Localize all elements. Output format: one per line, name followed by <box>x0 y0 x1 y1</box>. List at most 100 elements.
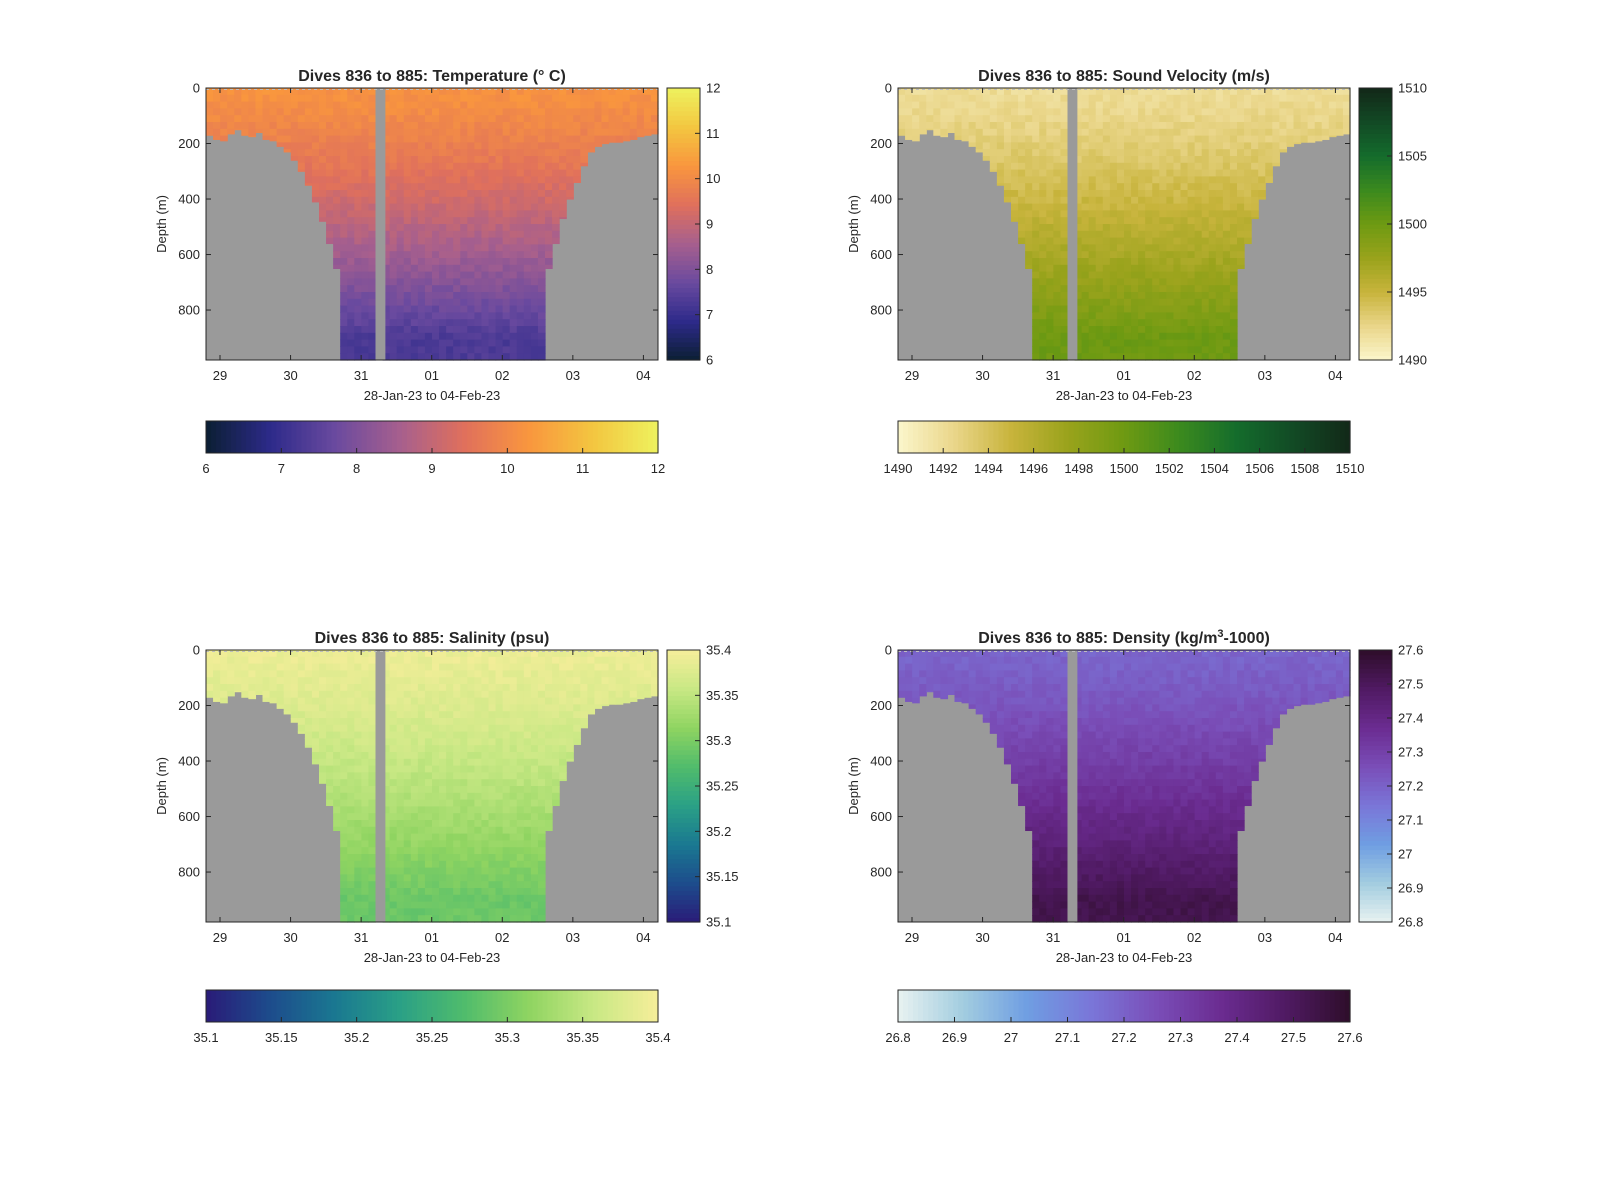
heatmap-cell <box>1265 149 1273 157</box>
heatmap-cell <box>403 867 412 875</box>
heatmap-cell <box>446 820 454 828</box>
heatmap-cell <box>996 128 1005 137</box>
heatmap-cell <box>1060 285 1069 293</box>
heatmap-cell <box>319 690 327 699</box>
heatmap-cell <box>340 305 348 313</box>
heatmap-cell <box>502 210 511 218</box>
heatmap-cell <box>319 670 327 678</box>
heatmap-cell <box>396 860 405 869</box>
heatmap-cell <box>220 656 228 665</box>
bottom-colorbar-segment <box>1329 421 1336 453</box>
heatmap-cell <box>1180 115 1189 123</box>
heatmap-cell <box>403 704 412 712</box>
heatmap-cell <box>481 237 490 245</box>
heatmap-cell <box>1244 237 1252 245</box>
heatmap-cell <box>559 94 567 103</box>
heatmap-cell <box>241 108 249 116</box>
heatmap-cell <box>488 298 497 307</box>
heatmap-cell <box>509 237 518 245</box>
heatmap-cell <box>220 670 228 678</box>
heatmap-cell <box>530 867 539 875</box>
heatmap-cell <box>474 156 483 164</box>
heatmap-cell <box>1159 149 1167 157</box>
heatmap-cell <box>1046 332 1054 341</box>
heatmap-cell <box>361 285 370 293</box>
heatmap-cell <box>1180 258 1189 266</box>
heatmap-cell <box>1088 285 1097 293</box>
heatmap-cell <box>530 149 539 157</box>
heatmap-cell <box>1215 353 1224 361</box>
heatmap-cell <box>1244 156 1252 164</box>
heatmap-cell <box>1138 149 1146 157</box>
heatmap-cell <box>1124 88 1132 96</box>
heatmap-cell <box>206 94 214 103</box>
heatmap-cell <box>1060 128 1069 137</box>
heatmap-cell <box>368 684 377 692</box>
heatmap-cell <box>382 813 391 821</box>
heatmap-cell <box>1215 162 1224 171</box>
heatmap-cell <box>502 271 511 279</box>
heatmap-cell <box>354 752 362 760</box>
heatmap-cell <box>502 176 511 184</box>
heatmap-cell <box>1124 298 1132 307</box>
heatmap-cell <box>1074 278 1083 286</box>
heatmap-cell <box>1159 251 1167 259</box>
heatmap-cell <box>481 860 490 869</box>
heatmap-cell <box>1088 94 1097 103</box>
side-colorbar-segment <box>667 305 700 311</box>
heatmap-cell <box>453 94 461 103</box>
heatmap-cell <box>424 149 433 157</box>
heatmap-cell <box>403 258 412 266</box>
bottom-colorbar-segment <box>371 421 378 453</box>
heatmap-cell <box>283 650 292 658</box>
bottom-colorbar-segment <box>953 421 959 453</box>
heatmap-cell <box>495 677 504 685</box>
heatmap-cell <box>502 251 511 259</box>
heatmap-cell <box>361 718 370 726</box>
heatmap-cell <box>354 237 362 245</box>
heatmap-cell <box>1124 264 1132 273</box>
heatmap-cell <box>1060 224 1069 232</box>
heatmap-cell <box>502 745 511 753</box>
heatmap-cell <box>333 758 341 767</box>
heatmap-cell <box>326 101 334 109</box>
heatmap-cell <box>446 697 454 705</box>
heatmap-cell <box>502 697 511 705</box>
heatmap-cell <box>488 203 497 211</box>
heatmap-cell <box>340 901 348 909</box>
heatmap-cell <box>424 697 433 705</box>
heatmap-cell <box>1208 258 1217 266</box>
heatmap-cell <box>417 94 426 103</box>
heatmap-cell <box>523 874 532 882</box>
heatmap-cell <box>453 101 461 109</box>
heatmap-cell <box>453 258 461 266</box>
heatmap-cell <box>516 135 525 143</box>
heatmap-cell <box>361 217 370 225</box>
side-colorbar-segment <box>667 332 700 338</box>
heatmap-cell <box>523 881 532 889</box>
bottom-colorbar-segment <box>447 421 453 453</box>
heatmap-cell <box>304 670 313 678</box>
heatmap-cell <box>382 244 391 252</box>
heatmap-cell <box>1095 101 1104 109</box>
heatmap-cell <box>382 684 391 692</box>
heatmap-cell <box>396 833 405 841</box>
heatmap-cell <box>1321 128 1330 137</box>
heatmap-cell <box>1208 156 1217 164</box>
heatmap-cell <box>989 122 998 130</box>
heatmap-cell <box>509 670 518 678</box>
heatmap-cell <box>495 765 504 773</box>
heatmap-cell <box>354 210 362 218</box>
heatmap-cell <box>481 663 490 671</box>
heatmap-cell <box>220 135 228 142</box>
heatmap-cell <box>1053 224 1062 232</box>
heatmap-cell <box>319 162 327 171</box>
heatmap-cell <box>417 806 426 814</box>
heatmap-cell <box>467 799 475 807</box>
heatmap-cell <box>1159 156 1167 164</box>
heatmap-cell <box>523 765 532 773</box>
heatmap-cell <box>403 264 412 273</box>
heatmap-cell <box>1131 298 1139 307</box>
heatmap-cell <box>643 94 652 103</box>
side-colorbar-label: 1490 <box>1398 353 1427 368</box>
